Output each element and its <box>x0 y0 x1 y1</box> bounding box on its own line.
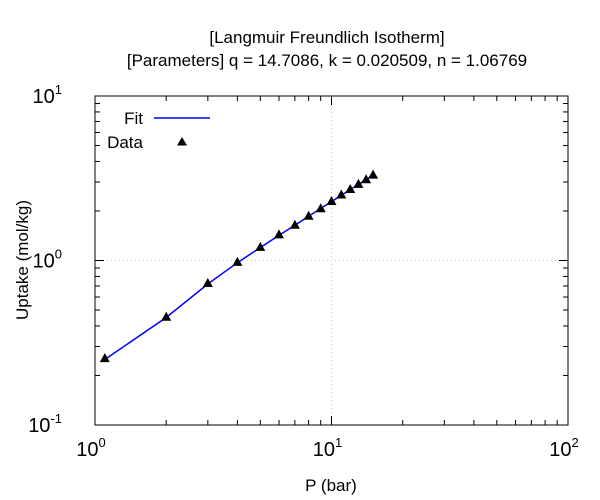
chart-title-line-2: [Parameters] q = 14.7086, k = 0.020509, … <box>127 51 527 70</box>
series-layer <box>99 169 379 363</box>
x-tick-label: 102 <box>549 435 578 461</box>
series-data-point <box>345 184 356 193</box>
grid-lines <box>95 96 568 425</box>
x-tick-labels: 100 101 102 <box>76 435 578 461</box>
series-data-point <box>361 174 372 184</box>
legend-label-data: Data <box>107 133 143 152</box>
legend: Fit Data <box>107 109 210 152</box>
x-axis-label: P (bar) <box>305 476 357 495</box>
series-data-point <box>353 178 364 188</box>
minor-ticks <box>94 95 569 426</box>
x-tick-label: 101 <box>313 435 342 461</box>
series-data-point <box>303 210 314 220</box>
series-data-point <box>274 229 284 239</box>
series-data-point <box>289 219 300 229</box>
y-tick-label: 100 <box>33 247 62 273</box>
series-data-point <box>336 189 347 199</box>
x-tick-label: 100 <box>76 435 105 461</box>
series-data-point <box>255 241 266 251</box>
series-data-point <box>315 203 326 213</box>
legend-swatch-data <box>177 137 187 146</box>
series-data-point <box>161 311 172 321</box>
series-data-point <box>99 353 110 363</box>
chart-title-line-1: [Langmuir Freundlich Isotherm] <box>209 28 444 47</box>
y-tick-label: 10-1 <box>28 411 62 437</box>
y-tick-labels: 10-1 100 101 <box>28 82 62 437</box>
y-tick-label: 101 <box>33 82 62 108</box>
series-data-point <box>232 256 243 266</box>
series-data-point <box>368 169 379 179</box>
series-data-point <box>202 278 213 287</box>
legend-label-fit: Fit <box>124 109 143 128</box>
y-axis-label: Uptake (mol/kg) <box>13 200 32 320</box>
series-data-point <box>326 196 337 205</box>
